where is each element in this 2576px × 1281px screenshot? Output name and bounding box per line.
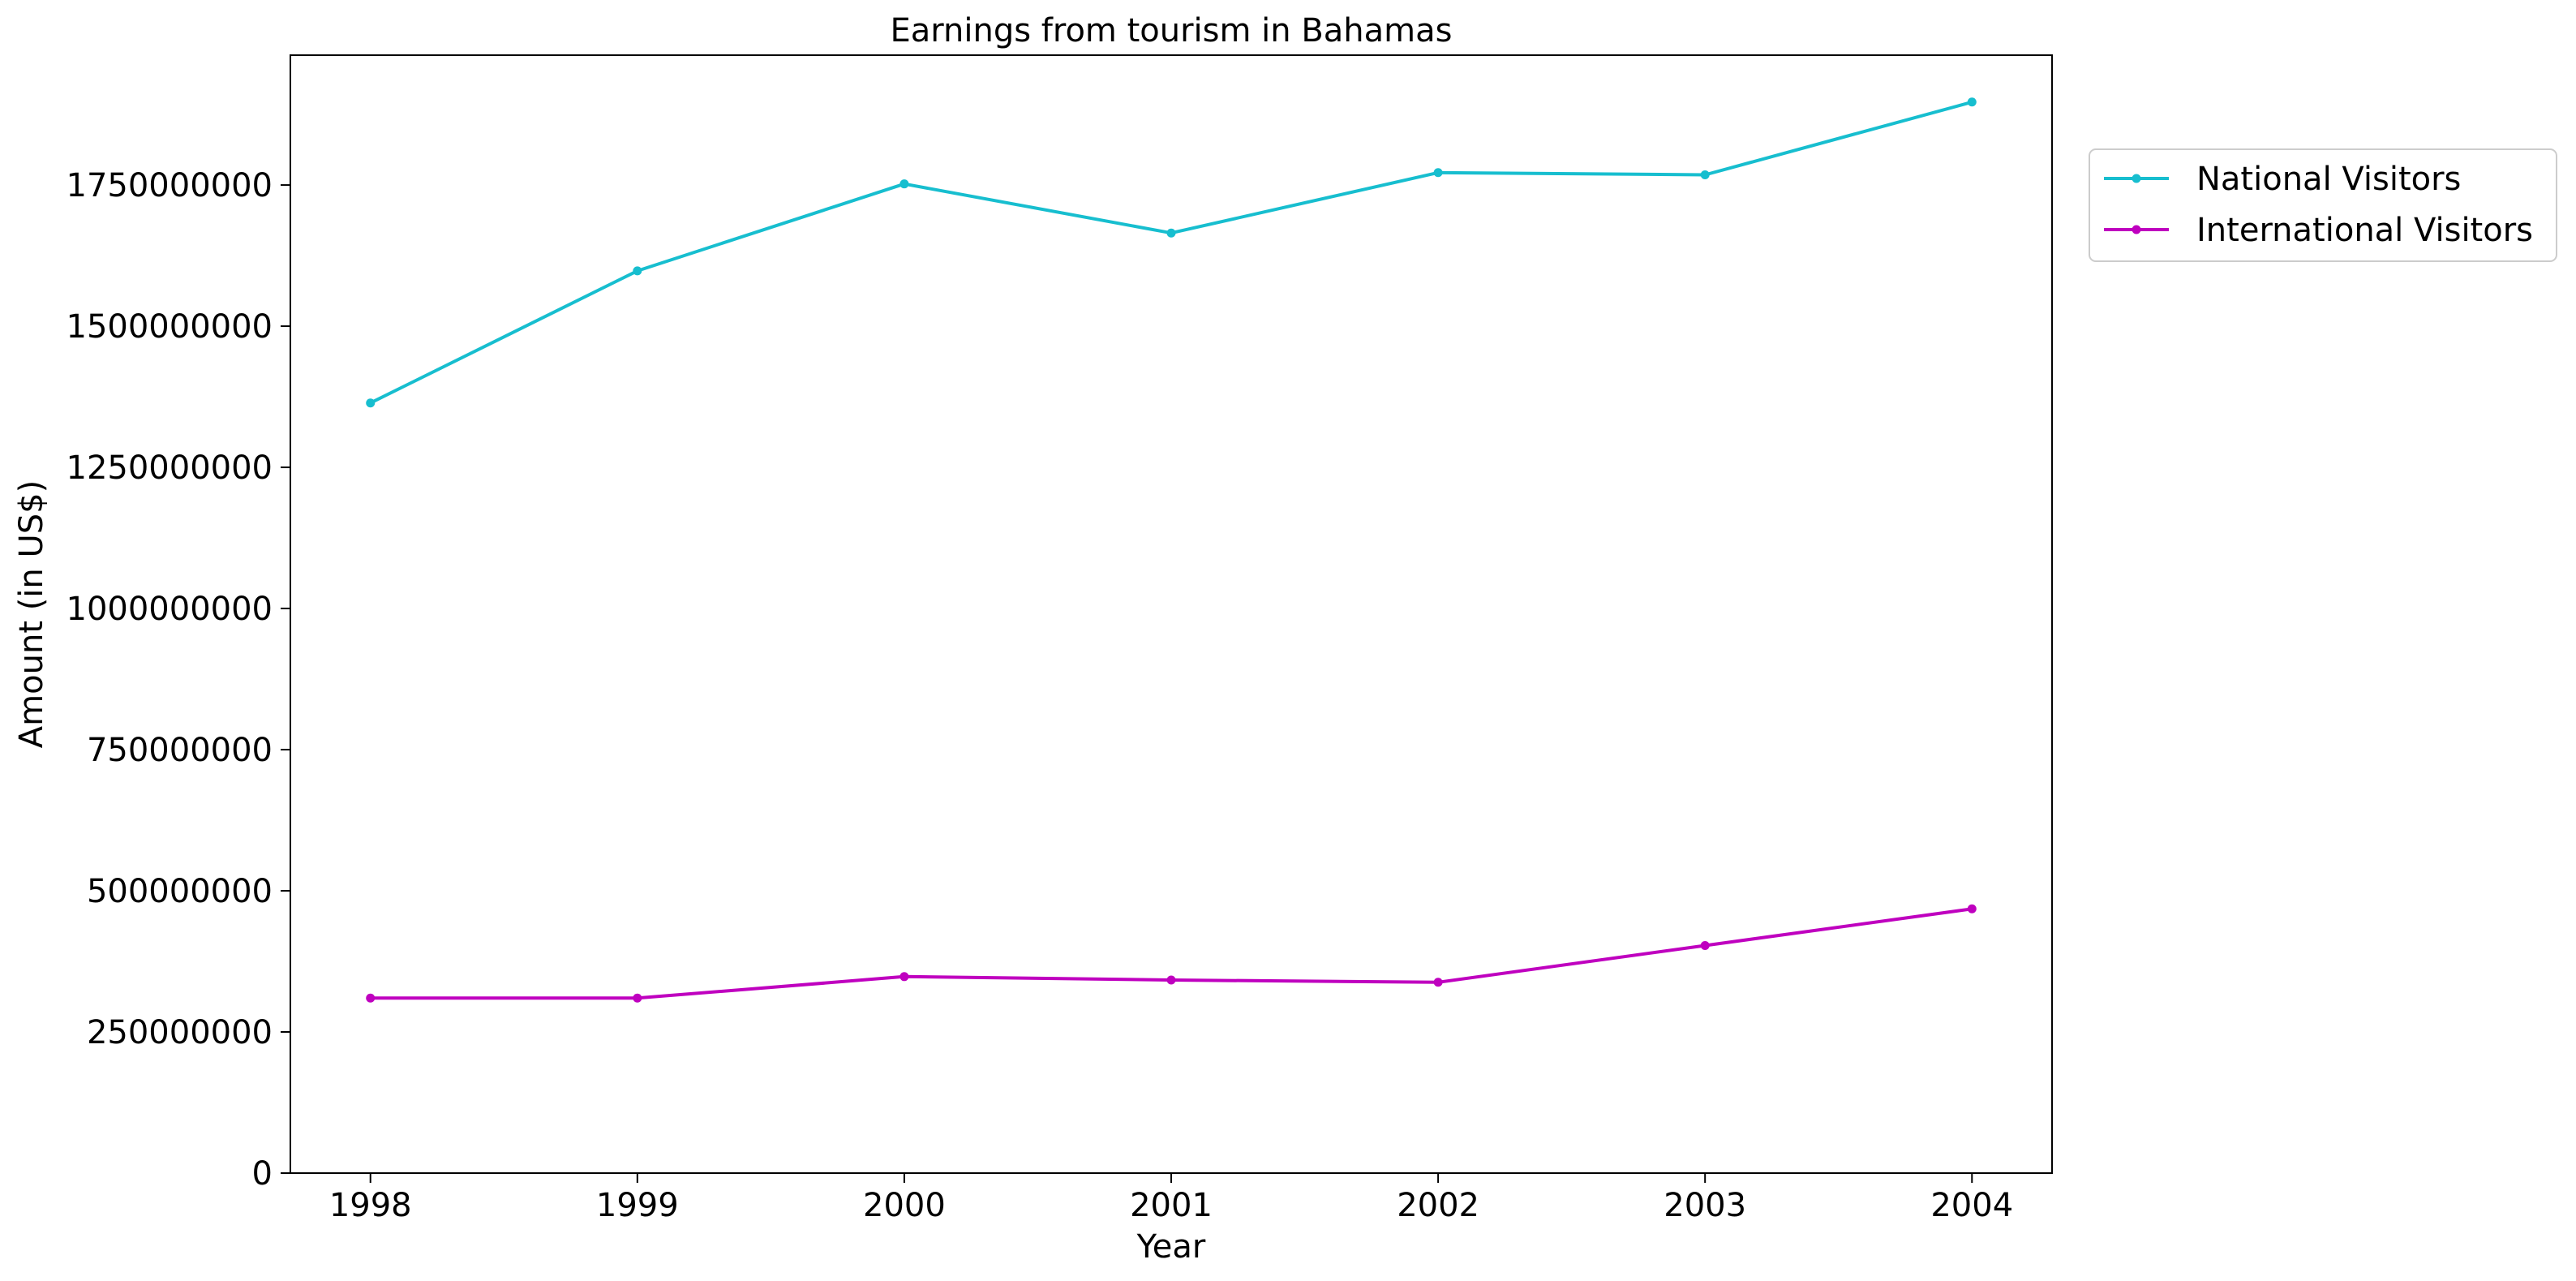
x-tick-label: 2003 [1664, 1187, 1746, 1224]
data-point-national-visitors [1166, 228, 1176, 238]
data-point-international-visitors [1166, 975, 1176, 985]
x-tick-label: 2001 [1130, 1187, 1213, 1224]
data-point-national-visitors [1967, 97, 1977, 107]
data-point-national-visitors [899, 179, 909, 189]
series-line-national-visitors [368, 100, 1974, 405]
x-tick-label: 1999 [596, 1187, 679, 1224]
y-axis-label: Amount (in US$) [13, 480, 50, 748]
x-tick-label: 2002 [1397, 1187, 1479, 1224]
y-tick-label: 1500000000 [67, 308, 273, 346]
y-axis: 0 250000000 500000000 750000000 1000000000 12… [67, 167, 290, 1193]
x-tick-label: 2004 [1930, 1187, 2013, 1224]
legend-frame [2089, 148, 2557, 262]
data-point-international-visitors [1433, 978, 1443, 987]
legend-label-national-visitors: National Visitors [2196, 161, 2461, 198]
legend-marker-international-visitors [2132, 225, 2141, 234]
y-tick-label: 250000000 [87, 1014, 273, 1051]
data-point-international-visitors [633, 993, 642, 1003]
y-tick-label: 0 [252, 1155, 273, 1193]
legend-marker-national-visitors [2132, 174, 2141, 183]
y-tick-label: 1250000000 [67, 449, 273, 487]
data-point-national-visitors [1700, 170, 1710, 180]
plot-area-frame [290, 54, 2053, 1174]
x-axis: 1998 1999 2000 2001 2002 2003 2004 [329, 1173, 2013, 1224]
legend-label-international-visitors: International Visitors [2196, 212, 2533, 249]
data-point-international-visitors [899, 972, 909, 982]
y-tick-label: 1000000000 [67, 591, 273, 628]
data-point-national-visitors [1433, 168, 1443, 178]
data-point-international-visitors [366, 993, 376, 1003]
data-point-international-visitors [1967, 904, 1977, 913]
series-line-international-visitors [368, 907, 1974, 1000]
chart-title: Earnings from tourism in Bahamas [891, 12, 1453, 49]
x-tick-label: 1998 [329, 1187, 412, 1224]
y-tick-label: 1750000000 [67, 167, 273, 204]
data-point-national-visitors [366, 398, 376, 408]
y-tick-label: 750000000 [87, 732, 273, 769]
y-tick-label: 500000000 [87, 873, 273, 910]
legend: National Visitors International Visitors [2089, 148, 2557, 262]
data-point-international-visitors [1700, 941, 1710, 951]
x-tick-label: 2000 [863, 1187, 946, 1224]
x-axis-label: Year [1136, 1228, 1206, 1266]
data-point-national-visitors [633, 266, 642, 276]
series-layer [366, 97, 1977, 1003]
